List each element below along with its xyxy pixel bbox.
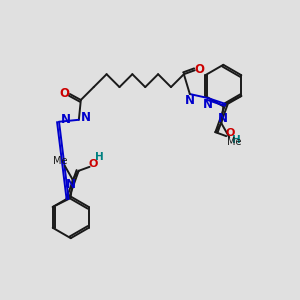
Text: N: N: [202, 98, 213, 111]
Text: O: O: [195, 63, 205, 76]
Text: N: N: [66, 178, 76, 191]
Text: Me: Me: [52, 156, 67, 166]
Text: O: O: [226, 128, 235, 138]
Text: H: H: [232, 135, 241, 145]
Text: N: N: [61, 113, 71, 126]
Text: N: N: [218, 112, 228, 125]
Text: O: O: [59, 86, 69, 100]
Text: N: N: [81, 111, 91, 124]
Text: O: O: [89, 159, 98, 169]
Text: N: N: [185, 94, 195, 107]
Text: H: H: [95, 152, 104, 162]
Text: Me: Me: [227, 137, 242, 147]
